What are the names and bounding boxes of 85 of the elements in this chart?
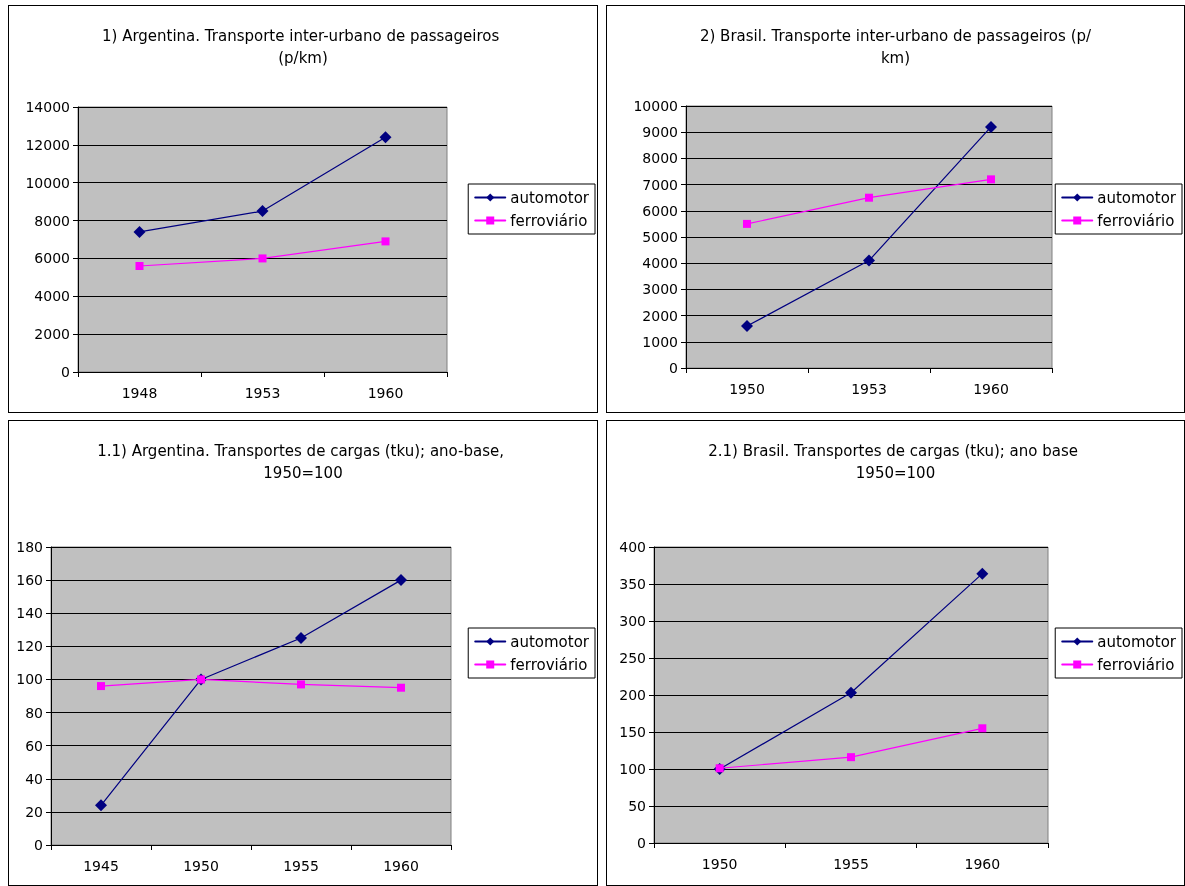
legend-label: automotor (1097, 188, 1177, 207)
point (97, 682, 105, 691)
y-tick-label: 10000 (633, 98, 678, 114)
y-tick-label: 400 (619, 539, 646, 555)
y-tick-label: 50 (628, 798, 646, 814)
x-tick-label: 1960 (383, 858, 419, 874)
chart-title: 1) Argentina. Transporte inter-urbano de passageiros (p/km) (101, 27, 505, 67)
legend-label: ferroviário (1097, 211, 1175, 230)
y-tick-label: 0 (61, 364, 70, 380)
y-tick-label: 100 (619, 761, 646, 777)
point (845, 686, 857, 699)
point (741, 320, 753, 333)
x-tick-label: 1950 (183, 858, 219, 874)
y-tick-label: 300 (619, 613, 646, 629)
point (397, 683, 405, 692)
y-tick-label: 5000 (642, 229, 678, 245)
point (865, 193, 873, 202)
x-tick-label: 1960 (964, 856, 1001, 872)
point (379, 131, 392, 144)
chart-title: 2.1) Brasil. Transportes de cargas (tku); ano base 1950=100 (708, 442, 1083, 482)
y-tick-label: 4000 (642, 255, 678, 272)
y-tick-label: 150 (619, 724, 646, 740)
y-tick-label: 100 (16, 671, 43, 688)
point (847, 753, 855, 762)
point (978, 724, 987, 733)
point (395, 574, 407, 587)
y-tick-label: 6000 (642, 202, 678, 219)
x-tick-label: 1960 (367, 385, 404, 401)
y-tick-label: 60 (25, 737, 43, 754)
point (976, 567, 989, 580)
x-tick-label: 1945 (83, 858, 119, 874)
y-tick-label: 120 (16, 638, 43, 655)
y-tick-label: 0 (669, 360, 678, 376)
x-tick-label: 1955 (833, 856, 869, 872)
legend-label: ferroviário (1097, 655, 1175, 674)
point (258, 254, 267, 263)
y-tick-label: 180 (16, 539, 43, 555)
y-tick-label: 3000 (642, 281, 678, 298)
y-tick-label: 4000 (34, 288, 70, 305)
y-tick-label: 14000 (25, 99, 70, 115)
x-tick-label: 1960 (973, 381, 1009, 397)
point (863, 254, 875, 267)
x-tick-label: 1953 (851, 381, 887, 397)
point (743, 219, 751, 228)
chart-title: 1.1) Argentina. Transportes de cargas (tku); ano-base, 1950=100 (97, 442, 509, 482)
point (297, 680, 305, 689)
y-tick-label: 6000 (34, 250, 70, 267)
y-tick-label: 0 (34, 837, 43, 853)
point (987, 175, 995, 184)
legend-label: ferroviário (510, 211, 588, 230)
x-tick-label: 1953 (244, 385, 281, 401)
y-tick-label: 0 (637, 835, 646, 851)
y-tick-label: 250 (619, 650, 646, 666)
legend-label: ferroviário (510, 655, 588, 674)
y-tick-label: 40 (25, 770, 43, 787)
point (95, 799, 107, 812)
y-tick-label: 8000 (34, 212, 70, 229)
x-tick-label: 1948 (121, 385, 158, 401)
y-tick-label: 350 (619, 576, 646, 592)
y-tick-label: 140 (16, 605, 43, 622)
y-tick-label: 80 (25, 704, 43, 721)
x-tick-label: 1955 (283, 858, 319, 874)
y-tick-label: 8000 (642, 150, 678, 167)
y-tick-label: 10000 (25, 174, 70, 191)
legend-label: automotor (510, 188, 590, 207)
y-tick-label: 1000 (642, 333, 678, 350)
point (135, 262, 144, 270)
y-tick-label: 200 (619, 687, 646, 703)
y-tick-label: 2000 (34, 326, 70, 343)
y-tick-label: 12000 (25, 136, 70, 153)
point (295, 632, 307, 645)
point (256, 205, 269, 218)
legend-label: automotor (510, 632, 590, 651)
y-tick-label: 160 (16, 572, 43, 589)
x-tick-label: 1950 (729, 381, 765, 397)
y-tick-label: 7000 (642, 176, 678, 193)
point (985, 120, 997, 133)
x-tick-label: 1950 (701, 856, 738, 872)
y-tick-label: 20 (25, 803, 43, 820)
legend-label: automotor (1097, 632, 1177, 651)
chart-title: 2) Brasil. Transporte inter-urbano de passageiros (p/km) (699, 27, 1092, 67)
point (381, 237, 390, 246)
point (133, 225, 146, 238)
y-tick-label: 2000 (642, 307, 678, 324)
y-tick-label: 9000 (642, 124, 678, 141)
